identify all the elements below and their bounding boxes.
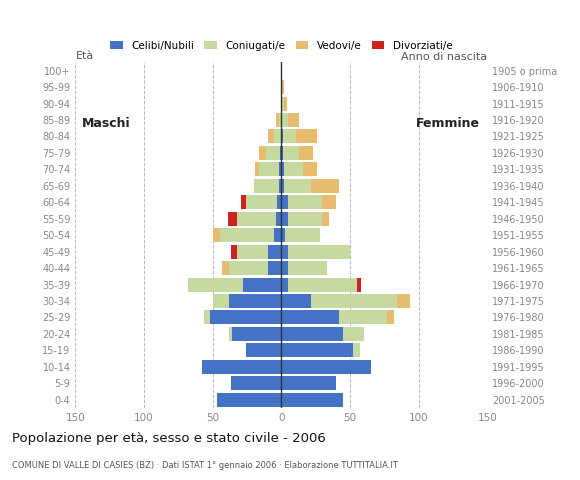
Bar xyxy=(274,130,281,144)
Bar xyxy=(213,228,219,242)
Bar xyxy=(228,212,237,226)
Bar xyxy=(387,311,394,324)
Bar xyxy=(267,261,281,275)
Bar xyxy=(397,294,410,308)
Bar xyxy=(277,195,281,209)
Bar xyxy=(281,294,311,308)
Bar xyxy=(322,212,329,226)
Bar xyxy=(353,343,360,358)
Bar xyxy=(339,311,387,324)
Bar xyxy=(311,179,339,193)
Bar xyxy=(278,162,281,176)
Bar xyxy=(281,327,343,341)
Bar xyxy=(219,228,274,242)
Text: Età: Età xyxy=(75,51,93,61)
Bar xyxy=(282,130,296,144)
Bar xyxy=(281,311,339,324)
Bar xyxy=(299,146,313,160)
Bar xyxy=(296,130,317,144)
Bar xyxy=(259,146,266,160)
Text: Maschi: Maschi xyxy=(82,117,131,130)
Text: Popolazione per età, sesso e stato civile - 2006: Popolazione per età, sesso e stato civil… xyxy=(12,432,325,445)
Legend: Celibi/Nubili, Coniugati/e, Vedovi/e, Divorziati/e: Celibi/Nubili, Coniugati/e, Vedovi/e, Di… xyxy=(106,36,456,55)
Bar xyxy=(259,162,278,176)
Bar xyxy=(288,261,327,275)
Bar xyxy=(222,261,229,275)
Bar xyxy=(281,130,282,144)
Bar xyxy=(245,195,277,209)
Bar xyxy=(281,376,336,390)
Bar xyxy=(281,360,371,374)
Text: Anno di nascita: Anno di nascita xyxy=(401,52,487,62)
Bar xyxy=(281,96,284,110)
Bar xyxy=(281,343,353,358)
Bar xyxy=(254,179,278,193)
Bar xyxy=(237,212,276,226)
Bar xyxy=(241,195,245,209)
Bar xyxy=(229,327,232,341)
Bar xyxy=(255,162,259,176)
Bar xyxy=(311,294,397,308)
Bar xyxy=(285,228,320,242)
Bar xyxy=(288,245,350,259)
Bar xyxy=(281,195,288,209)
Bar xyxy=(281,277,288,291)
Bar xyxy=(303,162,317,176)
Bar xyxy=(281,80,284,94)
Bar xyxy=(281,212,288,226)
Bar xyxy=(281,245,288,259)
Bar xyxy=(281,179,284,193)
Bar xyxy=(276,113,278,127)
Bar xyxy=(202,360,281,374)
Bar xyxy=(322,195,336,209)
Bar xyxy=(229,261,267,275)
Bar xyxy=(188,277,243,291)
Bar xyxy=(343,327,364,341)
Bar xyxy=(281,113,288,127)
Bar xyxy=(280,146,281,160)
Bar xyxy=(230,245,237,259)
Bar xyxy=(267,245,281,259)
Bar xyxy=(278,179,281,193)
Bar xyxy=(274,228,281,242)
Bar xyxy=(281,228,285,242)
Bar xyxy=(281,393,343,407)
Bar xyxy=(281,146,282,160)
Bar xyxy=(281,162,284,176)
Bar xyxy=(213,294,229,308)
Bar xyxy=(282,146,299,160)
Bar xyxy=(210,311,281,324)
Bar xyxy=(288,277,357,291)
Bar xyxy=(284,179,311,193)
Bar xyxy=(217,393,281,407)
Bar xyxy=(276,212,281,226)
Text: COMUNE DI VALLE DI CASIES (BZ) · Dati ISTAT 1° gennaio 2006 · Elaborazione TUTTI: COMUNE DI VALLE DI CASIES (BZ) · Dati IS… xyxy=(12,461,397,470)
Bar xyxy=(230,376,281,390)
Bar xyxy=(232,327,281,341)
Bar xyxy=(243,277,281,291)
Bar xyxy=(266,146,280,160)
Bar xyxy=(281,261,288,275)
Bar xyxy=(267,130,274,144)
Bar xyxy=(284,162,303,176)
Bar xyxy=(245,343,281,358)
Bar xyxy=(278,113,281,127)
Bar xyxy=(288,195,322,209)
Bar xyxy=(229,294,281,308)
Bar xyxy=(288,113,299,127)
Bar xyxy=(357,277,361,291)
Bar xyxy=(284,96,287,110)
Bar xyxy=(237,245,267,259)
Bar xyxy=(288,212,322,226)
Bar xyxy=(204,311,210,324)
Text: Femmine: Femmine xyxy=(416,117,480,130)
